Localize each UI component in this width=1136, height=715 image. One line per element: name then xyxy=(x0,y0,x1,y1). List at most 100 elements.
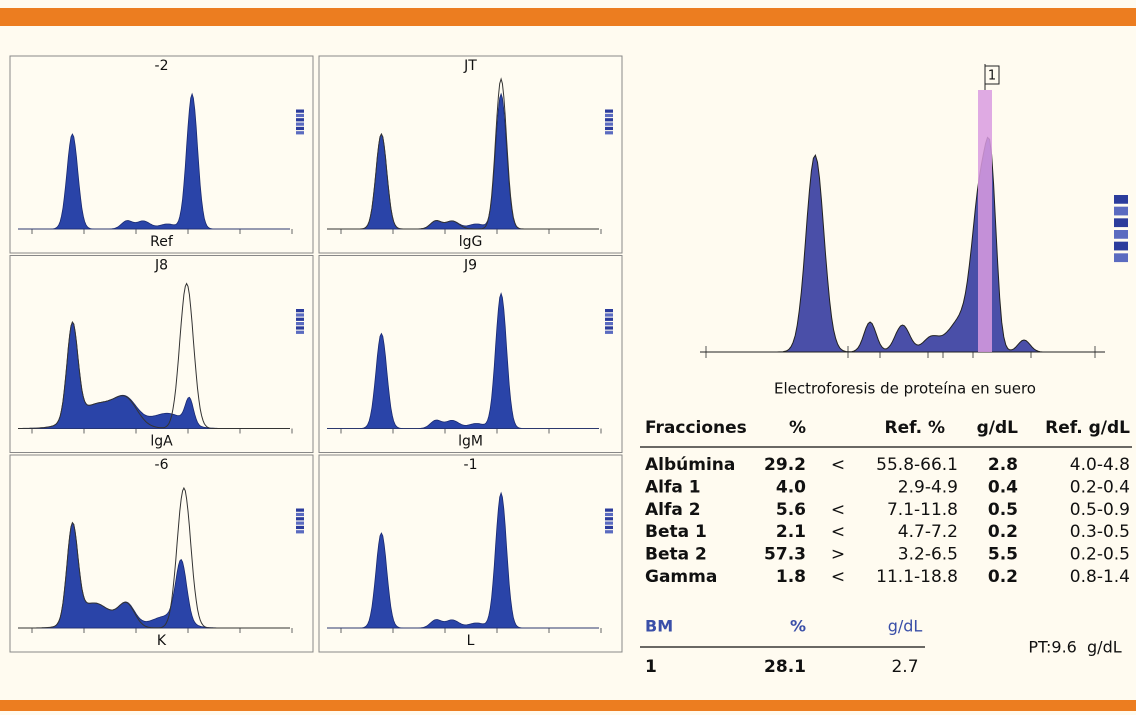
table-cell: 3.2-6.5 xyxy=(898,545,958,565)
gel-band xyxy=(296,309,304,312)
gel-band xyxy=(605,114,613,117)
table-cell: 5.5 xyxy=(988,545,1018,565)
table-cell: 0.2-0.5 xyxy=(1070,545,1130,565)
bm-header: g/dL xyxy=(888,617,923,636)
gel-band xyxy=(296,517,304,520)
marker-label: 1 xyxy=(988,69,996,84)
bm-header: % xyxy=(790,617,806,636)
gel-band xyxy=(296,331,304,334)
gel-band xyxy=(605,331,613,334)
panel-top-label: J8 xyxy=(154,258,168,274)
gel-band xyxy=(605,517,613,520)
table-cell: 11.1-18.8 xyxy=(876,567,958,587)
gel-band xyxy=(296,530,304,533)
gel-band xyxy=(296,123,304,126)
gel-band xyxy=(605,110,613,113)
gel-band xyxy=(1114,207,1128,216)
panel-top-label: -6 xyxy=(155,457,169,473)
table-cell: < xyxy=(831,500,845,520)
panel-top-label: JT xyxy=(463,58,477,74)
gel-band xyxy=(1114,242,1128,251)
top-bar xyxy=(0,8,1136,26)
panel-frame xyxy=(319,455,622,652)
table-cell: 0.2 xyxy=(988,522,1018,542)
figure: -2RefJTlgGJ8lgAJ9lgM-6K-1L 1Electrofores… xyxy=(0,0,1136,711)
gel-band xyxy=(605,509,613,512)
gel-band xyxy=(296,127,304,130)
gel-band xyxy=(605,313,613,316)
table-cell: 5.6 xyxy=(776,500,806,520)
panel-bottom-label: lgA xyxy=(150,434,173,450)
gel-band xyxy=(605,530,613,533)
total-protein: PT:9.6 g/dL xyxy=(1028,638,1121,657)
table-cell: 4.0 xyxy=(776,477,806,497)
panel-top-label: -1 xyxy=(464,457,478,473)
gel-band xyxy=(605,127,613,130)
table-cell: 0.3-0.5 xyxy=(1070,522,1130,542)
panel-bottom-label: lgG xyxy=(459,234,483,250)
table-cell: < xyxy=(831,522,845,542)
gel-band xyxy=(605,522,613,525)
gel-band xyxy=(605,326,613,329)
table-cell: Albúmina xyxy=(645,455,735,475)
gel-band xyxy=(296,509,304,512)
gel-band xyxy=(296,313,304,316)
table-cell: 7.1-11.8 xyxy=(887,500,958,520)
table-cell: < xyxy=(831,567,845,587)
table-cell: 0.4 xyxy=(988,477,1018,497)
table-cell: 4.0-4.8 xyxy=(1070,455,1130,475)
column-header: Fracciones xyxy=(645,418,747,438)
panel-bottom-label: lgM xyxy=(458,434,483,450)
gel-band xyxy=(296,513,304,516)
gel-band xyxy=(296,326,304,329)
table-cell: Alfa 2 xyxy=(645,500,701,520)
gel-band xyxy=(296,118,304,121)
table-cell: 2.1 xyxy=(776,522,806,542)
gel-band xyxy=(296,110,304,113)
gel-band xyxy=(605,309,613,312)
table-cell: 0.5-0.9 xyxy=(1070,500,1130,520)
column-header: g/dL xyxy=(977,418,1019,438)
table-cell: 4.7-7.2 xyxy=(898,522,958,542)
gel-band xyxy=(296,322,304,325)
table-cell: Beta 1 xyxy=(645,522,707,542)
gel-band xyxy=(605,526,613,529)
bm-header: BM xyxy=(645,617,673,636)
panel-bottom-label: K xyxy=(157,633,167,649)
table-cell: > xyxy=(831,545,845,565)
column-header: Ref. g/dL xyxy=(1045,418,1130,438)
table-cell: 0.5 xyxy=(988,500,1018,520)
table-cell: Gamma xyxy=(645,567,717,587)
gel-band xyxy=(605,118,613,121)
table-cell: 55.8-66.1 xyxy=(876,455,958,475)
gel-band xyxy=(605,123,613,126)
table-cell: Alfa 1 xyxy=(645,477,701,497)
gel-band xyxy=(605,513,613,516)
gel-band xyxy=(296,318,304,321)
panel-top-label: J9 xyxy=(463,258,477,274)
table-cell: 29.2 xyxy=(764,455,806,475)
panel-frame xyxy=(10,56,313,253)
gel-band xyxy=(1114,195,1128,204)
monoclonal-band xyxy=(978,90,992,352)
gel-band xyxy=(296,131,304,134)
gel-band xyxy=(1114,230,1128,239)
gel-band xyxy=(605,318,613,321)
bottom-bar xyxy=(0,700,1136,711)
table-cell: 1.8 xyxy=(776,567,806,587)
table-cell: 0.8-1.4 xyxy=(1070,567,1130,587)
column-header: Ref. % xyxy=(885,418,946,438)
bm-cell: 2.7 xyxy=(891,657,918,677)
panel-frame xyxy=(319,56,622,253)
gel-band xyxy=(296,114,304,117)
column-header: % xyxy=(789,418,806,438)
gel-band xyxy=(605,131,613,134)
panel-bottom-label: L xyxy=(467,633,475,649)
table-cell: 2.8 xyxy=(988,455,1018,475)
table-cell: Beta 2 xyxy=(645,545,707,565)
gel-band xyxy=(296,522,304,525)
panel-top-label: -2 xyxy=(155,58,169,74)
gel-band xyxy=(296,526,304,529)
table-cell: 0.2-0.4 xyxy=(1070,477,1130,497)
table-cell: < xyxy=(831,455,845,475)
